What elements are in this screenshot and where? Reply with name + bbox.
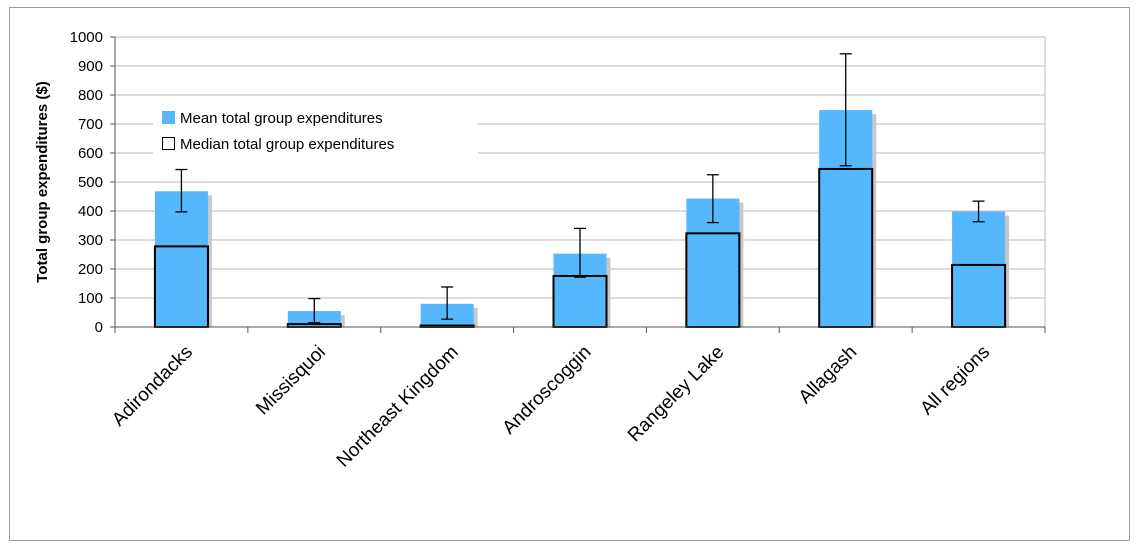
y-tick-label: 800 xyxy=(78,87,103,104)
legend-swatch-mean xyxy=(162,111,175,124)
legend-background xyxy=(153,104,478,156)
mean-bar xyxy=(154,191,208,327)
legend-label-mean: Mean total group expenditures xyxy=(180,110,383,127)
category-label: Missisquoi xyxy=(252,342,330,420)
y-tick-label: 100 xyxy=(78,290,103,307)
y-tick-label: 600 xyxy=(78,145,103,162)
y-tick-label: 400 xyxy=(78,203,103,220)
category-label: Allagash xyxy=(795,342,861,408)
y-tick-label: 300 xyxy=(78,232,103,249)
category-label: All regions xyxy=(917,342,995,420)
y-tick-label: 200 xyxy=(78,261,103,278)
axes xyxy=(110,36,1046,333)
legend-swatch-median xyxy=(162,137,175,150)
y-tick-label: 500 xyxy=(78,174,103,191)
mean-bar xyxy=(952,211,1006,327)
category-label: Northeast Kingdom xyxy=(333,342,463,472)
legend-label-median: Median total group expenditures xyxy=(180,136,394,153)
category-label: Androscoggin xyxy=(499,342,596,439)
category-label: Rangeley Lake xyxy=(624,342,728,446)
y-tick-label: 0 xyxy=(95,319,103,336)
y-tick-label: 1000 xyxy=(70,29,103,46)
y-tick-label: 700 xyxy=(78,116,103,133)
legend: Mean total group expenditures Median tota… xyxy=(153,104,478,156)
y-axis-title: Total group expenditures ($) xyxy=(34,81,51,282)
y-tick-label: 900 xyxy=(78,58,103,75)
category-label: Adirondacks xyxy=(108,342,197,431)
